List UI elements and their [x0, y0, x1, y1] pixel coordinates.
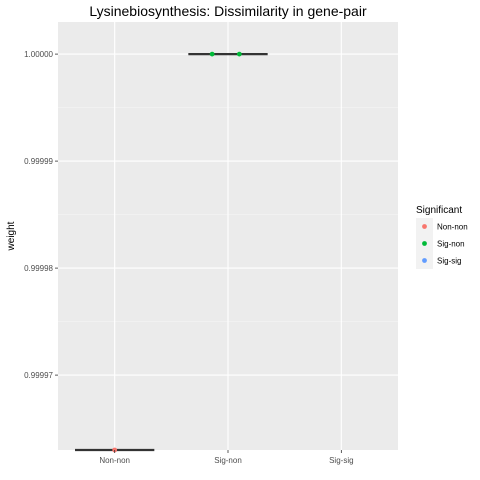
chart-title: Lysinebiosynthesis: Dissimilarity in gen…	[89, 3, 367, 19]
y-tick-label: 0.99997	[24, 371, 53, 380]
point-sig-non	[236, 51, 242, 57]
point-layer	[112, 51, 242, 453]
legend-label-sig-non: Sig-non	[437, 240, 465, 249]
point-sig-non	[209, 51, 215, 57]
legend-swatch-non-non	[422, 224, 427, 229]
y-axis-label: weight	[6, 221, 17, 251]
x-axis: Non-non Sig-non Sig-sig	[99, 450, 354, 465]
legend-label-sig-sig: Sig-sig	[437, 257, 461, 266]
x-tick-label: Non-non	[99, 456, 130, 465]
legend: Significant Non-non Sig-non Sig-sig	[416, 205, 468, 269]
legend-label-non-non: Non-non	[437, 223, 468, 232]
y-tick-label: 1.00000	[24, 50, 53, 59]
y-tick-label: 0.99999	[24, 157, 53, 166]
legend-title: Significant	[416, 205, 462, 216]
grid-lines	[58, 22, 398, 450]
x-tick-label: Sig-non	[214, 456, 242, 465]
y-tick-label: 0.99998	[24, 264, 53, 273]
legend-swatch-sig-non	[422, 241, 427, 246]
x-tick-label: Sig-sig	[329, 456, 353, 465]
y-axis: 0.99997 0.99998 0.99999 1.00000	[24, 50, 58, 380]
legend-swatch-sig-sig	[422, 258, 427, 263]
